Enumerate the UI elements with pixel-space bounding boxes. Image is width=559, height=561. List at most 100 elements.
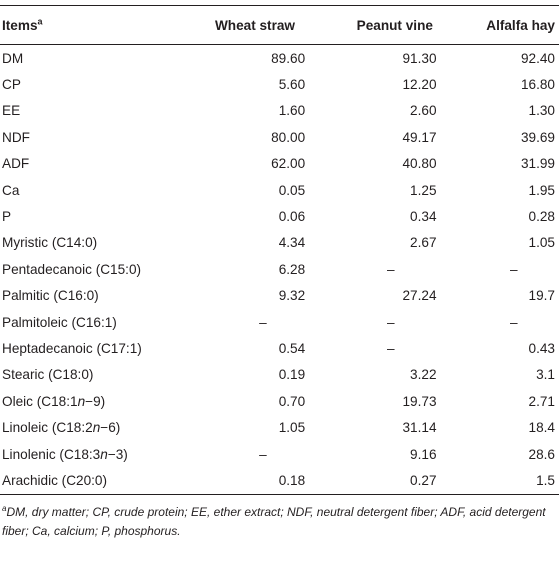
table-row: DM 89.60 91.30 92.40 xyxy=(0,45,559,71)
header-alfalfa-hay: Alfalfa hay xyxy=(486,17,555,33)
row-value: 3.22 xyxy=(410,367,437,383)
nutrient-composition-table: Itemsa Wheat straw Peanut vine Alfalfa h… xyxy=(0,6,559,44)
row-value: 18.4 xyxy=(528,420,555,436)
nutrient-table-container: Itemsa Wheat straw Peanut vine Alfalfa h… xyxy=(0,5,559,541)
bottom-rule xyxy=(0,493,559,495)
row-label: NDF xyxy=(2,129,30,145)
table-row: Stearic (C18:0) 0.19 3.22 3.1 xyxy=(0,362,559,388)
header-peanut-vine: Peanut vine xyxy=(356,17,433,33)
row-value: – xyxy=(259,446,267,462)
row-label: EE xyxy=(2,103,21,119)
row-value: 31.14 xyxy=(402,420,437,436)
row-value: 28.6 xyxy=(528,446,555,462)
row-value: 9.16 xyxy=(410,446,437,462)
row-label: Pentadecanoic (C15:0) xyxy=(2,261,142,277)
table-row: Ca 0.05 1.25 1.95 xyxy=(0,177,559,203)
row-value: – xyxy=(387,261,395,277)
row-value: 89.60 xyxy=(271,50,306,66)
nutrient-body-table: DM 89.60 91.30 92.40 CP 5.60 12.20 16.80 EE 1.60 2… xyxy=(0,45,559,494)
top-rule xyxy=(0,5,559,6)
row-value: 0.34 xyxy=(410,209,437,225)
row-label: Palmitoleic (C16:1) xyxy=(2,314,117,330)
header-wheat-straw: Wheat straw xyxy=(214,17,296,33)
row-value: 0.28 xyxy=(528,209,555,225)
row-value: 9.32 xyxy=(278,288,306,304)
row-value: 5.60 xyxy=(278,77,306,93)
row-value: 2.60 xyxy=(410,103,437,119)
row-value: 92.40 xyxy=(520,50,555,66)
table-row: Heptadecanoic (C17:1) 0.54 – 0.43 xyxy=(0,335,559,361)
row-label: Linoleic (C18:2n−6) xyxy=(2,420,121,436)
row-label: Stearic (C18:0) xyxy=(2,367,94,383)
row-label: Heptadecanoic (C17:1) xyxy=(2,340,142,356)
row-label: Oleic (C18:1n−9) xyxy=(2,393,106,409)
row-value: 4.34 xyxy=(278,235,306,251)
header-items-label: Items xyxy=(2,17,38,33)
table-row: Oleic (C18:1n−9) 0.70 19.73 2.71 xyxy=(0,388,559,414)
row-value: 2.67 xyxy=(410,235,437,251)
header-items-sup: a xyxy=(37,15,43,26)
row-value: 1.25 xyxy=(410,182,437,198)
row-label: Arachidic (C20:0) xyxy=(2,472,108,488)
table-row: ADF 62.00 40.80 31.99 xyxy=(0,151,559,177)
row-value: 3.1 xyxy=(536,367,555,383)
row-value: 1.05 xyxy=(528,235,555,251)
row-value: 12.20 xyxy=(402,77,437,93)
table-row: Arachidic (C20:0) 0.18 0.27 1.5 xyxy=(0,467,559,493)
row-label: Myristic (C14:0) xyxy=(2,235,98,251)
row-label: Linolenic (C18:3n−3) xyxy=(2,446,128,462)
table-row: Palmitoleic (C16:1) – – – xyxy=(0,309,559,335)
row-label: ADF xyxy=(2,156,30,172)
row-value: 2.71 xyxy=(528,393,555,409)
row-value: 0.19 xyxy=(278,367,306,383)
footnote-sup: a xyxy=(2,503,7,513)
row-value: 0.27 xyxy=(410,472,437,488)
table-row: Linoleic (C18:2n−6) 1.05 31.14 18.4 xyxy=(0,414,559,440)
table-row: Palmitic (C16:0) 9.32 27.24 19.7 xyxy=(0,283,559,309)
table-row: NDF 80.00 49.17 39.69 xyxy=(0,124,559,150)
row-value: 0.06 xyxy=(278,209,306,225)
row-value: 0.05 xyxy=(278,182,306,198)
row-value: 0.18 xyxy=(278,472,306,488)
row-value: 91.30 xyxy=(402,50,437,66)
table-row: Linolenic (C18:3n−3) – 9.16 28.6 xyxy=(0,441,559,467)
row-label: DM xyxy=(2,50,24,66)
table-header: Itemsa Wheat straw Peanut vine Alfalfa h… xyxy=(0,6,559,44)
header-items: Itemsa xyxy=(0,6,164,44)
footnote-text: DM, dry matter; CP, crude protein; EE, e… xyxy=(2,504,546,538)
table-row: CP 5.60 12.20 16.80 xyxy=(0,71,559,97)
row-label: Palmitic (C16:0) xyxy=(2,288,99,304)
row-value: 0.54 xyxy=(278,340,306,356)
row-value: 39.69 xyxy=(520,129,555,145)
header-rule xyxy=(0,44,559,45)
row-value: 1.60 xyxy=(278,103,306,119)
table-row: EE 1.60 2.60 1.30 xyxy=(0,98,559,124)
row-value: – xyxy=(387,314,395,330)
row-value: 19.73 xyxy=(402,393,437,409)
table-footnote: aDM, dry matter; CP, crude protein; EE, … xyxy=(0,495,559,541)
row-value: – xyxy=(387,340,395,356)
table-row: P 0.06 0.34 0.28 xyxy=(0,203,559,229)
row-value: 1.5 xyxy=(536,472,555,488)
row-value: 40.80 xyxy=(402,156,437,172)
row-value: 80.00 xyxy=(271,129,306,145)
row-label: CP xyxy=(2,77,21,93)
row-value: 31.99 xyxy=(520,156,555,172)
row-value: – xyxy=(509,314,518,330)
row-value: 1.05 xyxy=(278,420,306,436)
header-row: Itemsa Wheat straw Peanut vine Alfalfa h… xyxy=(0,6,559,44)
row-value: – xyxy=(259,314,267,330)
row-label: Ca xyxy=(2,182,20,198)
row-label: P xyxy=(2,209,12,225)
row-value: 62.00 xyxy=(271,156,306,172)
row-value: 49.17 xyxy=(402,129,437,145)
table-row: Myristic (C14:0) 4.34 2.67 1.05 xyxy=(0,230,559,256)
row-value: 1.30 xyxy=(528,103,555,119)
row-value: – xyxy=(509,261,518,277)
row-value: 1.95 xyxy=(528,182,555,198)
row-value: 6.28 xyxy=(278,261,306,277)
row-value: 0.43 xyxy=(528,340,555,356)
row-value: 16.80 xyxy=(520,77,555,93)
row-value: 0.70 xyxy=(278,393,306,409)
row-value: 19.7 xyxy=(528,288,555,304)
